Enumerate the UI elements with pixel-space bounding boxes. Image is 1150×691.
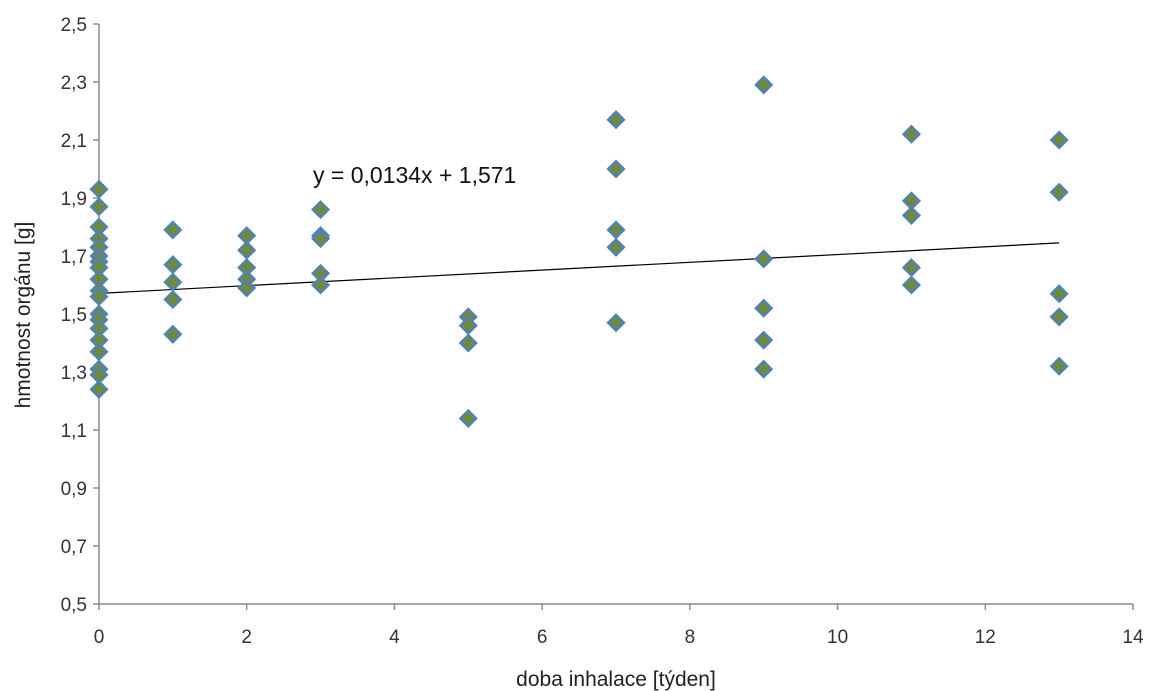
data-point (237, 240, 257, 260)
x-axis-title: doba inhalace [týden] (516, 668, 716, 691)
trendline (98, 242, 1060, 295)
y-tick-label: 1,1 (61, 421, 87, 442)
data-point (901, 205, 921, 225)
data-point (163, 220, 183, 240)
y-tick-label: 1,7 (61, 247, 87, 268)
data-point (458, 333, 478, 353)
y-tick-label: 1,3 (61, 363, 87, 384)
trendline-layer (98, 242, 1060, 295)
points-layer (89, 75, 1069, 428)
x-tick-label: 2 (241, 627, 252, 648)
y-ticks: 0,5 0,7 0,9 1,1 1,3 1,5 1,7 1,9 2,1 2,3 2,5 (61, 15, 99, 616)
y-tick-label: 2,5 (61, 15, 87, 36)
data-point (754, 330, 774, 350)
data-point (311, 229, 331, 249)
data-point (901, 258, 921, 278)
data-point (163, 324, 183, 344)
data-point (163, 255, 183, 275)
x-tick-label: 12 (975, 627, 996, 648)
data-point (1049, 130, 1069, 150)
data-point (163, 272, 183, 292)
data-point (606, 159, 626, 179)
data-point (311, 275, 331, 295)
y-axis-title: hmotnost orgánu [g] (12, 222, 35, 409)
data-point (89, 342, 109, 362)
data-point (754, 249, 774, 269)
y-tick-label: 1,9 (61, 189, 87, 210)
data-point (1049, 284, 1069, 304)
x-tick-label: 4 (389, 627, 400, 648)
trendline-equation: y = 0,0134x + 1,571 (313, 162, 516, 188)
data-point (606, 313, 626, 333)
x-tick-label: 10 (827, 627, 848, 648)
data-point (606, 220, 626, 240)
data-point (237, 278, 257, 298)
data-point (458, 408, 478, 428)
x-tick-label: 14 (1122, 627, 1144, 648)
y-tick-label: 0,7 (61, 537, 87, 558)
data-point (1049, 356, 1069, 376)
data-point (901, 275, 921, 295)
y-tick-label: 0,9 (61, 479, 87, 500)
x-tick-label: 0 (94, 627, 105, 648)
data-point (89, 197, 109, 217)
data-point (89, 179, 109, 199)
data-point (163, 289, 183, 310)
data-point (606, 110, 626, 130)
data-point (89, 379, 109, 399)
axes: 0,5 0,7 0,9 1,1 1,3 1,5 1,7 1,9 2,1 2,3 2,5 0 2 4 6 8 1… (61, 15, 1144, 648)
data-point (311, 200, 331, 220)
y-tick-label: 0,5 (61, 595, 87, 616)
y-tick-label: 1,5 (61, 305, 87, 326)
y-tick-label: 2,1 (61, 131, 87, 152)
y-tick-label: 2,3 (61, 73, 87, 94)
x-ticks: 0 2 4 6 8 10 12 14 (94, 604, 1144, 648)
x-tick-label: 6 (537, 627, 548, 648)
data-point (754, 298, 774, 318)
data-point (754, 75, 774, 95)
data-point (754, 359, 774, 379)
data-point (606, 237, 626, 257)
data-point (901, 124, 921, 144)
data-point (1049, 182, 1069, 202)
data-point (1049, 307, 1069, 327)
x-tick-label: 8 (685, 627, 696, 648)
